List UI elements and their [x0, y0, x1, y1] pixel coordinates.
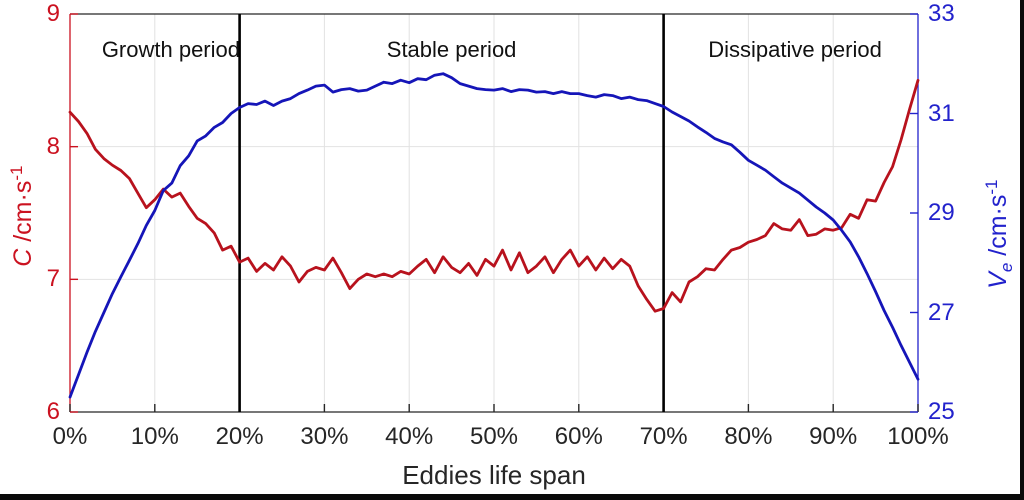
right-y-tick-label: 31 [928, 99, 955, 127]
left-axis-unit-exponent: -1 [6, 165, 26, 181]
ve-curve [68, 72, 920, 399]
x-tick-label: 70% [639, 423, 688, 450]
right-axis-unit: /cm·s [984, 194, 1013, 263]
left-y-tick-label: 6 [46, 398, 60, 425]
c-curve [68, 78, 920, 313]
right-y-axis-label: Ve /cm·s-1 [981, 144, 1017, 324]
right-y-tick-label: 25 [928, 398, 955, 425]
left-y-tick-label: 8 [46, 132, 60, 160]
screenshot-right-edge [1020, 0, 1024, 500]
x-tick-label: 40% [385, 423, 434, 450]
x-tick-label: 50% [469, 423, 519, 450]
x-tick-label: 10% [130, 423, 179, 450]
x-tick-label: 100% [887, 423, 949, 450]
right-axis-subscript: e [997, 262, 1017, 273]
annotation-stable-period: Stable period [386, 37, 517, 62]
x-tick-label: 90% [809, 423, 858, 450]
x-axis-title: Eddies life span [402, 460, 586, 490]
left-y-tick-label: 9 [46, 0, 60, 27]
right-y-tick-label: 33 [928, 0, 955, 27]
annotation-growth-period: Growth period [101, 37, 240, 62]
x-tick-label: 0% [52, 423, 88, 450]
x-tick-label: 20% [215, 423, 264, 450]
right-y-tick-label: 29 [928, 199, 955, 226]
left-axis-unit: /cm·s [9, 180, 38, 249]
annotation-dissipative-period: Dissipative period [708, 37, 882, 62]
right-axis-symbol: V [984, 272, 1013, 289]
left-axis-symbol: C [9, 248, 38, 267]
x-tick-label: 60% [554, 423, 603, 450]
left-y-axis-label: C /cm·s-1 [6, 126, 38, 306]
right-y-tick-label: 27 [928, 298, 955, 326]
x-tick-label: 30% [300, 423, 349, 450]
left-y-tick-label: 7 [46, 265, 60, 293]
right-axis-unit-exponent: -1 [981, 179, 1001, 195]
x-tick-label: 80% [724, 423, 773, 450]
screenshot-bottom-edge [0, 494, 1024, 500]
